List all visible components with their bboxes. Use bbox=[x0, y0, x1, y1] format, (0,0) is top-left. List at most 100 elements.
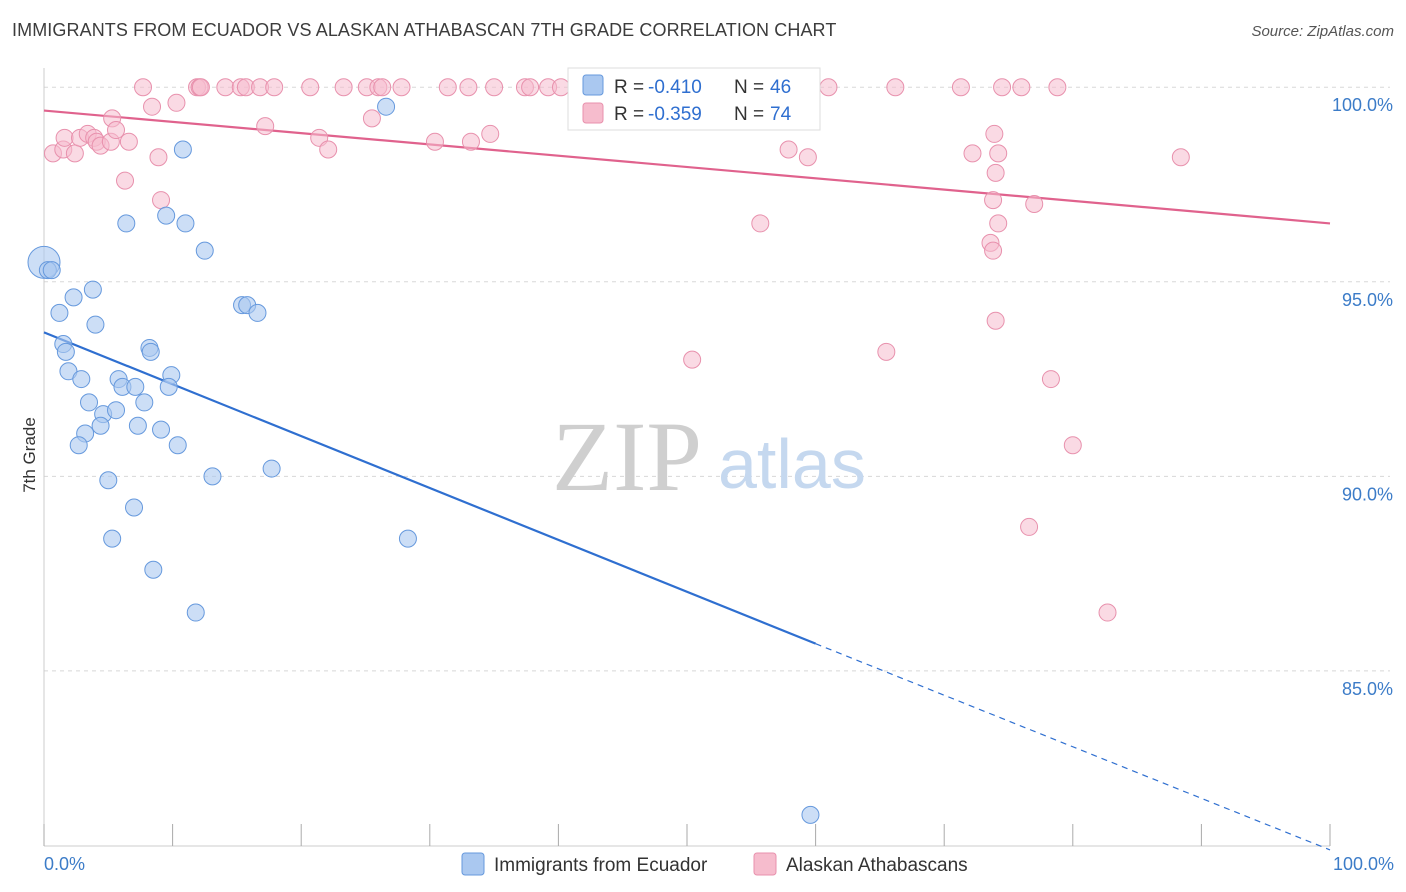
point-ecuador-4 bbox=[64, 288, 83, 307]
legend-r-value-blue: -0.410 bbox=[648, 77, 702, 98]
point-athabascan-51 bbox=[993, 78, 1012, 97]
bottom-legend-label-blue: Immigrants from Ecuador bbox=[494, 855, 708, 876]
y-tick-label-0: 100.0% bbox=[1332, 95, 1393, 115]
bottom-legend-swatch-pink bbox=[753, 852, 777, 876]
axes bbox=[43, 68, 1331, 847]
y-tick-labels: 100.0% 95.0% 90.0% 85.0% bbox=[1332, 95, 1393, 699]
chart-title: IMMIGRANTS FROM ECUADOR VS ALASKAN ATHAB… bbox=[12, 20, 837, 40]
point-athabascan-70 bbox=[1063, 436, 1082, 455]
point-athabascan-36 bbox=[392, 78, 411, 97]
watermark-atlas: atlas bbox=[718, 425, 866, 503]
point-athabascan-18 bbox=[167, 93, 186, 112]
point-ecuador-41 bbox=[157, 206, 176, 225]
point-athabascan-48 bbox=[819, 78, 838, 97]
point-athabascan-58 bbox=[751, 214, 770, 233]
point-athabascan-53 bbox=[1048, 78, 1067, 97]
point-ecuador-10 bbox=[72, 370, 91, 389]
point-athabascan-64 bbox=[989, 214, 1008, 233]
y-tick-label-1: 95.0% bbox=[1342, 290, 1393, 310]
point-athabascan-16 bbox=[149, 148, 168, 167]
point-athabascan-12 bbox=[116, 171, 135, 190]
point-ecuador-34 bbox=[144, 560, 163, 579]
legend-swatch-pink bbox=[582, 102, 604, 124]
point-athabascan-68 bbox=[1025, 194, 1044, 213]
point-athabascan-66 bbox=[984, 241, 1003, 260]
point-ecuador-32 bbox=[103, 529, 122, 548]
point-athabascan-50 bbox=[951, 78, 970, 97]
point-athabascan-67 bbox=[986, 311, 1005, 330]
point-ecuador-35 bbox=[186, 603, 205, 622]
bottom-legend-swatch-blue bbox=[461, 852, 485, 876]
source-label: Source: ZipAtlas.com bbox=[1251, 23, 1394, 40]
point-athabascan-21 bbox=[191, 78, 210, 97]
point-athabascan-45 bbox=[459, 78, 478, 97]
legend-swatch-blue bbox=[582, 74, 604, 96]
point-athabascan-54 bbox=[963, 144, 982, 163]
legend-n-label-pink: N = bbox=[734, 104, 764, 125]
point-athabascan-33 bbox=[362, 109, 381, 128]
point-athabascan-3 bbox=[65, 144, 84, 163]
stats-legend: R = -0.410 N = 46 R = -0.359 N = 74 bbox=[567, 67, 821, 131]
point-ecuador-5 bbox=[83, 280, 102, 299]
point-ecuador-43 bbox=[173, 140, 192, 159]
grid-lines bbox=[44, 86, 1390, 672]
point-athabascan-72 bbox=[1098, 603, 1117, 622]
point-ecuador-38 bbox=[248, 303, 267, 322]
point-ecuador-6 bbox=[86, 315, 105, 334]
point-athabascan-71 bbox=[1020, 517, 1039, 536]
point-athabascan-42 bbox=[438, 78, 457, 97]
point-athabascan-43 bbox=[461, 132, 480, 151]
point-ecuador-17 bbox=[159, 377, 178, 396]
point-athabascan-17 bbox=[152, 191, 171, 210]
point-ecuador-40 bbox=[117, 214, 136, 233]
x-tick-label-0: 0.0% bbox=[44, 854, 85, 874]
point-ecuador-44 bbox=[377, 97, 396, 116]
legend-n-value-blue: 46 bbox=[770, 77, 791, 98]
point-athabascan-27 bbox=[265, 78, 284, 97]
point-athabascan-11 bbox=[107, 121, 126, 140]
point-ecuador-29 bbox=[203, 467, 222, 486]
legend-r-value-pink: -0.359 bbox=[648, 104, 702, 125]
point-athabascan-35 bbox=[373, 78, 392, 97]
point-athabascan-52 bbox=[1012, 78, 1031, 97]
point-athabascan-2 bbox=[55, 128, 74, 147]
legend-n-label-blue: N = bbox=[734, 77, 764, 98]
point-ecuador-23 bbox=[91, 416, 110, 435]
point-athabascan-44 bbox=[481, 124, 500, 143]
point-athabascan-22 bbox=[216, 78, 235, 97]
point-ecuador-8 bbox=[56, 342, 75, 361]
bottom-legend-label-pink: Alaskan Athabascans bbox=[786, 855, 968, 876]
point-ecuador-30 bbox=[125, 498, 144, 517]
legend-r-label-blue: R = bbox=[614, 77, 644, 98]
watermark-zip: ZIP bbox=[552, 401, 702, 512]
point-ecuador-2 bbox=[42, 261, 61, 280]
point-athabascan-57 bbox=[798, 148, 817, 167]
watermark: ZIP atlas bbox=[552, 401, 866, 512]
legend-r-label-pink: R = bbox=[614, 104, 644, 125]
point-athabascan-41 bbox=[551, 78, 570, 97]
y-tick-label-2: 90.0% bbox=[1342, 484, 1393, 504]
point-ecuador-19 bbox=[135, 393, 154, 412]
point-athabascan-59 bbox=[683, 350, 702, 369]
point-athabascan-37 bbox=[425, 132, 444, 151]
point-athabascan-49 bbox=[886, 78, 905, 97]
point-athabascan-46 bbox=[485, 78, 504, 97]
trend-line-ecuador-extension bbox=[815, 643, 1331, 851]
point-athabascan-26 bbox=[256, 117, 275, 136]
point-athabascan-15 bbox=[143, 97, 162, 116]
point-ecuador-42 bbox=[176, 214, 195, 233]
point-athabascan-56 bbox=[779, 140, 798, 159]
point-ecuador-33 bbox=[398, 529, 417, 548]
point-ecuador-21 bbox=[107, 401, 126, 420]
point-ecuador-39 bbox=[195, 241, 214, 260]
point-ecuador-31 bbox=[262, 459, 281, 478]
legend-box bbox=[567, 67, 821, 131]
point-athabascan-31 bbox=[334, 78, 353, 97]
point-athabascan-73 bbox=[1171, 148, 1190, 167]
legend-n-value-pink: 74 bbox=[770, 104, 792, 125]
y-axis-title: 7th Grade bbox=[20, 417, 39, 493]
point-athabascan-39 bbox=[521, 78, 540, 97]
point-athabascan-13 bbox=[119, 132, 138, 151]
x-tick-label-100: 100.0% bbox=[1333, 854, 1394, 874]
point-ecuador-27 bbox=[168, 436, 187, 455]
